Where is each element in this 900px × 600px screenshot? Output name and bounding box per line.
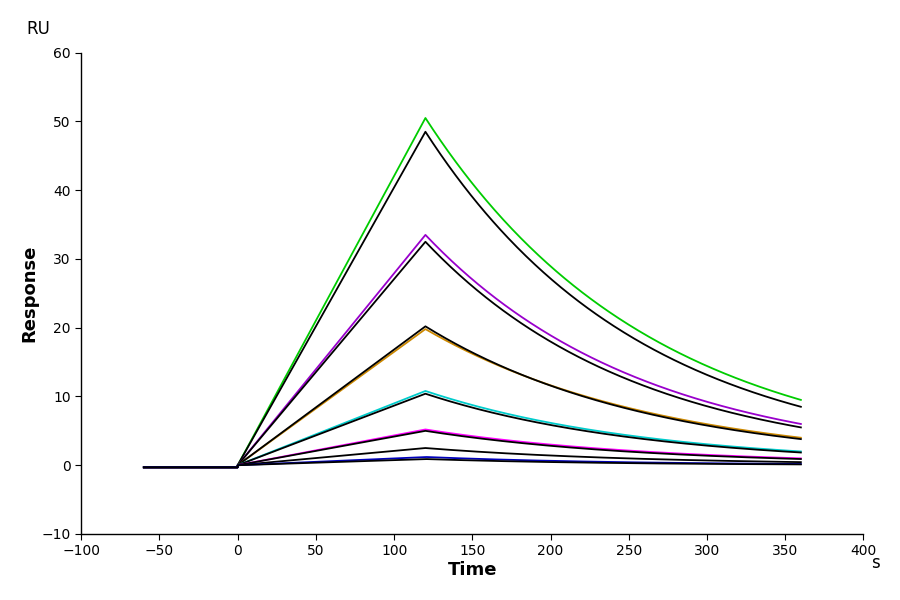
X-axis label: Time: Time — [447, 561, 497, 579]
Text: s: s — [871, 554, 880, 572]
Text: RU: RU — [26, 20, 50, 38]
Y-axis label: Response: Response — [21, 245, 39, 342]
